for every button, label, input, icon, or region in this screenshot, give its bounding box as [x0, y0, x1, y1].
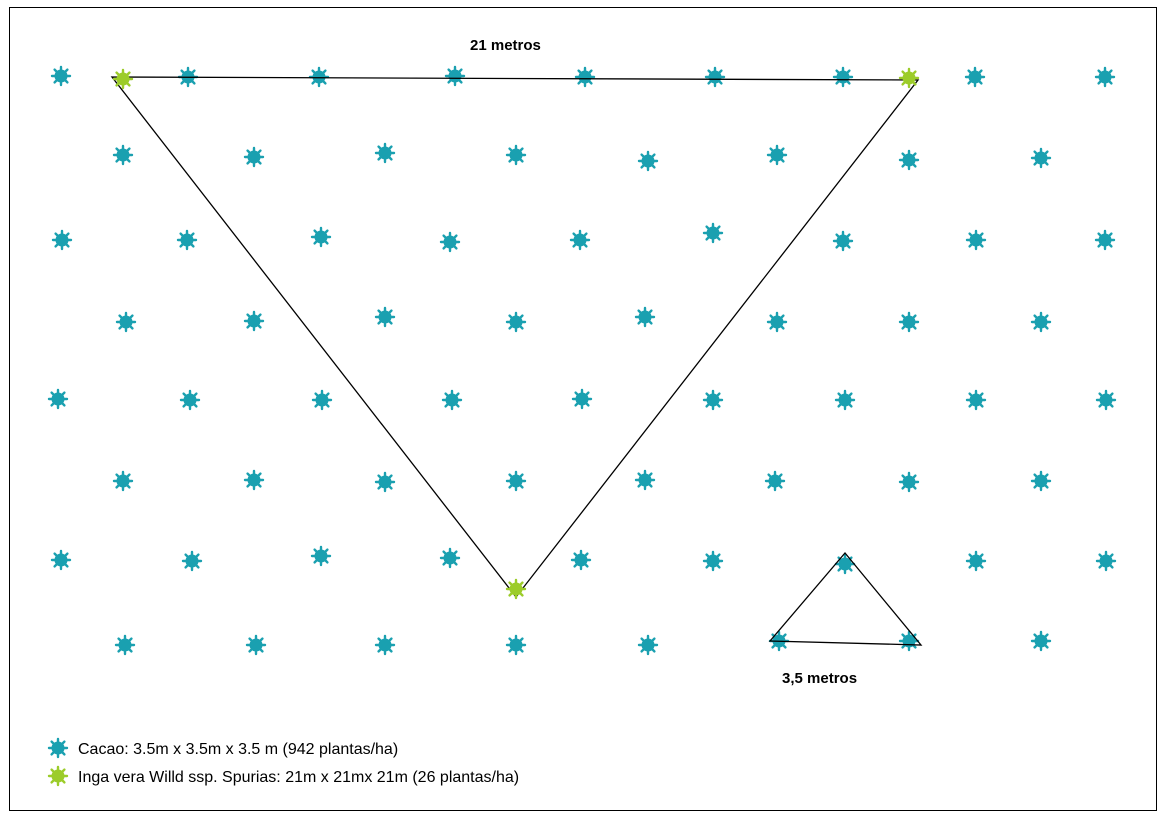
- cacao-plant-icon: [446, 67, 464, 85]
- cacao-plant-icon: [967, 391, 985, 409]
- cacao-plant-icon: [1032, 313, 1050, 331]
- cacao-plant-icon: [639, 636, 657, 654]
- cacao-plant-icon: [117, 313, 135, 331]
- cacao-plant-icon: [836, 555, 854, 573]
- cacao-plant-icon: [1032, 472, 1050, 490]
- cacao-plant-icon: [52, 67, 70, 85]
- small-distance-label: 3,5 metros: [782, 670, 857, 687]
- cacao-plant-icon: [1097, 391, 1115, 409]
- cacao-plant-icon: [1032, 632, 1050, 650]
- cacao-plant-icon: [247, 636, 265, 654]
- cacao-plants: [49, 67, 1115, 654]
- cacao-plant-icon: [1032, 149, 1050, 167]
- cacao-plant-icon: [53, 231, 71, 249]
- cacao-plant-icon: [766, 472, 784, 490]
- cacao-plant-icon: [507, 146, 525, 164]
- cacao-plant-icon: [704, 552, 722, 570]
- cacao-plant-icon: [704, 391, 722, 409]
- cacao-plant-icon: [836, 391, 854, 409]
- cacao-plant-icon: [967, 552, 985, 570]
- cacao-plant-icon: [245, 471, 263, 489]
- legend: Cacao: 3.5m x 3.5m x 3.5 m (942 plantas/…: [49, 739, 519, 786]
- inga-plant-icon: [114, 70, 132, 88]
- cacao-plant-icon: [900, 473, 918, 491]
- cacao-plant-icon: [571, 231, 589, 249]
- legend-inga-text: Inga vera Willd ssp. Spurias: 21m x 21mx…: [78, 769, 519, 786]
- cacao-plant-icon: [376, 636, 394, 654]
- cacao-plant-icon: [116, 636, 134, 654]
- cacao-plant-icon: [312, 228, 330, 246]
- cacao-plant-icon: [52, 551, 70, 569]
- cacao-plant-icon: [576, 68, 594, 86]
- cacao-plant-icon: [441, 233, 459, 251]
- cacao-plant-icon: [1096, 68, 1114, 86]
- cacao-plant-icon: [49, 739, 67, 757]
- cacao-plant-icon: [636, 308, 654, 326]
- cacao-plant-icon: [573, 390, 591, 408]
- inga-plant-icon: [900, 69, 918, 87]
- cacao-plant-icon: [313, 391, 331, 409]
- cacao-plant-icon: [636, 471, 654, 489]
- cacao-plant-icon: [900, 151, 918, 169]
- cacao-plant-icon: [114, 472, 132, 490]
- cacao-plant-icon: [1096, 231, 1114, 249]
- cacao-plant-icon: [900, 632, 918, 650]
- inga-plant-icon: [49, 767, 67, 785]
- cacao-plant-icon: [376, 473, 394, 491]
- cacao-plant-icon: [507, 472, 525, 490]
- cacao-plant-icon: [49, 390, 67, 408]
- cacao-plant-icon: [639, 152, 657, 170]
- cacao-plant-icon: [768, 313, 786, 331]
- cacao-plant-icon: [834, 232, 852, 250]
- cacao-plant-icon: [114, 146, 132, 164]
- cacao-plant-icon: [376, 308, 394, 326]
- cacao-plant-icon: [183, 552, 201, 570]
- cacao-plant-icon: [706, 68, 724, 86]
- cacao-plant-icon: [310, 68, 328, 86]
- cacao-plant-icon: [245, 148, 263, 166]
- cacao-plant-icon: [507, 636, 525, 654]
- cacao-plant-icon: [834, 68, 852, 86]
- cacao-plant-icon: [441, 549, 459, 567]
- cacao-plant-icon: [178, 231, 196, 249]
- top-distance-label: 21 metros: [470, 37, 541, 54]
- cacao-plant-icon: [443, 391, 461, 409]
- cacao-plant-icon: [966, 68, 984, 86]
- cacao-plant-icon: [967, 231, 985, 249]
- cacao-plant-icon: [245, 312, 263, 330]
- inga-plant-icon: [507, 580, 525, 598]
- cacao-plant-icon: [1097, 552, 1115, 570]
- cacao-plant-icon: [900, 313, 918, 331]
- cacao-plant-icon: [572, 551, 590, 569]
- cacao-plant-icon: [507, 313, 525, 331]
- cacao-plant-icon: [181, 391, 199, 409]
- cacao-plant-icon: [704, 224, 722, 242]
- cacao-plant-icon: [768, 146, 786, 164]
- cacao-plant-icon: [376, 144, 394, 162]
- legend-cacao-text: Cacao: 3.5m x 3.5m x 3.5 m (942 plantas/…: [78, 741, 398, 758]
- cacao-plant-icon: [312, 547, 330, 565]
